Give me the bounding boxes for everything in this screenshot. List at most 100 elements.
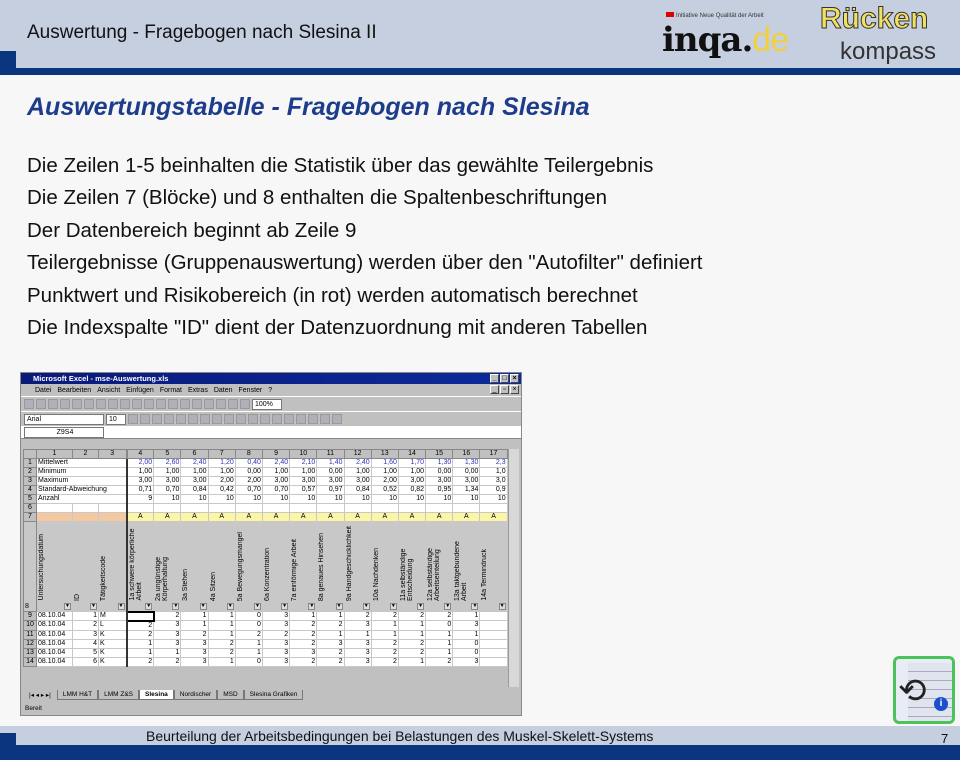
data-cell[interactable]: 0	[425, 620, 454, 631]
date-cell[interactable]: 08.10.04	[36, 647, 73, 658]
data-cell[interactable]	[125, 610, 155, 622]
stat-value[interactable]: 0,57	[289, 485, 318, 495]
data-cell[interactable]: 2	[153, 611, 182, 621]
column-label[interactable]: 12a selbständige Arbeitseinteilung ▼	[425, 521, 454, 612]
data-cell[interactable]: 3	[180, 656, 209, 667]
data-cell[interactable]: 3	[261, 638, 291, 649]
block-cell[interactable]: A	[261, 512, 291, 522]
data-cell[interactable]: 2	[425, 656, 454, 667]
stat-value[interactable]: 2,40	[261, 458, 291, 468]
cell[interactable]	[36, 503, 73, 513]
stat-value[interactable]: 10	[316, 494, 345, 504]
data-cell[interactable]: 1	[180, 620, 209, 631]
cell[interactable]	[234, 503, 263, 513]
stat-value[interactable]: 9	[125, 494, 155, 504]
cut-icon[interactable]	[96, 399, 106, 409]
data-cell[interactable]	[479, 629, 508, 640]
data-cell[interactable]: 0	[234, 611, 263, 621]
stat-label[interactable]: Standard-Abweichung	[36, 485, 128, 495]
stat-value[interactable]: 1,40	[316, 458, 345, 468]
cell[interactable]	[72, 503, 99, 513]
row-header[interactable]: 1	[23, 458, 37, 468]
cell[interactable]	[289, 503, 318, 513]
data-cell[interactable]: 1	[343, 629, 372, 640]
tab-scroll-arrows-icon[interactable]: |◂ ◂ ▸ ▸|	[29, 691, 51, 699]
stat-value[interactable]: 3,00	[125, 476, 155, 486]
autofilter-dropdown-icon[interactable]: ▼	[362, 603, 370, 610]
data-cell[interactable]: 3	[153, 620, 182, 631]
data-cell[interactable]: 3	[343, 647, 372, 658]
row-header[interactable]: 13	[23, 647, 37, 658]
menu-item-fenster[interactable]: Fenster	[238, 386, 263, 394]
stat-label[interactable]: Maximum	[36, 476, 128, 486]
function-icon[interactable]	[192, 399, 202, 409]
formula-input[interactable]	[106, 426, 521, 438]
select-all-corner[interactable]	[23, 449, 37, 459]
column-label[interactable]: 2a ungünstige Körperhaltung ▼	[153, 521, 182, 612]
stat-value[interactable]: 10	[261, 494, 291, 504]
data-cell[interactable]: 0	[452, 638, 481, 649]
data-cell[interactable]: 2	[125, 629, 155, 640]
stat-label[interactable]: Anzahl	[36, 494, 128, 504]
data-cell[interactable]: 3	[289, 647, 318, 658]
data-cell[interactable]: 2	[125, 656, 155, 667]
column-label[interactable]: 8a genaues Hinsehen ▼	[316, 521, 345, 612]
block-cell[interactable]: A	[316, 512, 345, 522]
stat-value[interactable]: 0,70	[234, 485, 263, 495]
stat-value[interactable]: 0,52	[370, 485, 399, 495]
stat-value[interactable]: 10	[180, 494, 209, 504]
data-cell[interactable]: 3	[153, 629, 182, 640]
minimize-icon[interactable]: _	[490, 385, 499, 394]
center-icon[interactable]	[176, 414, 186, 424]
stat-value[interactable]: 3,0	[479, 476, 508, 486]
date-cell[interactable]: 08.10.04	[36, 656, 73, 667]
stat-value[interactable]: 1,00	[343, 467, 372, 477]
data-cell[interactable]: 0	[234, 620, 263, 631]
thousands-icon[interactable]	[248, 414, 258, 424]
column-header[interactable]: 6	[180, 449, 209, 459]
data-cell[interactable]: 2	[289, 620, 318, 631]
stat-value[interactable]: 1,00	[261, 467, 291, 477]
stat-value[interactable]: 0,9	[479, 485, 508, 495]
data-cell[interactable]: 0	[452, 647, 481, 658]
stat-value[interactable]: 3,00	[397, 476, 427, 486]
save-icon[interactable]	[48, 399, 58, 409]
data-cell[interactable]: 1	[153, 647, 182, 658]
sheet-tab[interactable]: Nordischer	[173, 689, 218, 700]
row-header[interactable]: 12	[23, 638, 37, 649]
vertical-scrollbar[interactable]	[508, 449, 519, 687]
navigation-cycle-icon[interactable]: ⟲ i	[893, 656, 955, 724]
data-cell[interactable]: 1	[207, 629, 236, 640]
column-header[interactable]: 2	[72, 449, 99, 459]
column-label[interactable]: ID ▼	[72, 521, 99, 612]
column-header[interactable]: 8	[234, 449, 263, 459]
indent-icon[interactable]	[296, 414, 306, 424]
cell[interactable]	[316, 503, 345, 513]
cell[interactable]	[425, 503, 454, 513]
row-header[interactable]: 3	[23, 476, 37, 486]
autofilter-dropdown-icon[interactable]: ▼	[90, 603, 97, 610]
stat-value[interactable]: 1,00	[180, 467, 209, 477]
autofilter-dropdown-icon[interactable]: ▼	[117, 603, 125, 610]
menu-item-format[interactable]: Format	[159, 386, 182, 394]
menu-item-einfgen[interactable]: Einfügen	[126, 386, 154, 394]
maximize-icon[interactable]: □	[500, 374, 509, 383]
id-cell[interactable]: 3	[72, 629, 99, 640]
menu-item-extras[interactable]: Extras	[187, 386, 208, 394]
data-cell[interactable]: 1	[425, 629, 454, 640]
sheet-tab[interactable]: LMM H&T	[56, 689, 99, 700]
data-cell[interactable]: 3	[180, 638, 209, 649]
data-cell[interactable]: 3	[261, 647, 291, 658]
block-cell[interactable]: A	[234, 512, 263, 522]
font-color-icon[interactable]	[332, 414, 342, 424]
column-label[interactable]: 1a schwere körperliche Arbeit ▼	[125, 521, 155, 612]
sheet-tab[interactable]: MSD	[217, 689, 244, 700]
stat-value[interactable]: 0,40	[234, 458, 263, 468]
data-cell[interactable]: 1	[234, 647, 263, 658]
data-cell[interactable]: 2	[397, 647, 427, 658]
code-cell[interactable]: M	[98, 611, 128, 621]
stat-value[interactable]: 0,84	[180, 485, 209, 495]
cell[interactable]	[207, 503, 236, 513]
column-label[interactable]: 7a einförmige Arbeit ▼	[289, 521, 318, 612]
autofilter-dropdown-icon[interactable]: ▼	[281, 603, 289, 610]
